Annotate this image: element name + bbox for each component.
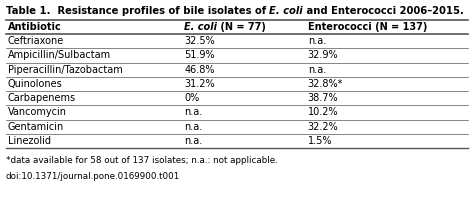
Text: (N = 77): (N = 77) [218, 22, 266, 32]
Text: Linezolid: Linezolid [8, 136, 51, 146]
Text: 1.5%: 1.5% [308, 136, 332, 146]
Text: Ampicillin/Sulbactam: Ampicillin/Sulbactam [8, 50, 111, 60]
Text: 38.7%: 38.7% [308, 93, 338, 103]
Text: 51.9%: 51.9% [184, 50, 215, 60]
Text: 32.2%: 32.2% [308, 122, 338, 132]
Text: 31.2%: 31.2% [184, 79, 215, 89]
Text: E. coli: E. coli [184, 22, 218, 32]
Text: doi:10.1371/journal.pone.0169900.t001: doi:10.1371/journal.pone.0169900.t001 [6, 172, 180, 181]
Text: n.a.: n.a. [308, 65, 326, 75]
Text: 0%: 0% [184, 93, 200, 103]
Text: Antibiotic: Antibiotic [8, 22, 62, 32]
Text: n.a.: n.a. [184, 107, 203, 117]
Text: Ceftriaxone: Ceftriaxone [8, 36, 64, 46]
Text: and Enterococci 2006–2015.: and Enterococci 2006–2015. [303, 6, 464, 16]
Text: n.a.: n.a. [308, 36, 326, 46]
Text: Carbapenems: Carbapenems [8, 93, 76, 103]
Text: Enterococci (N = 137): Enterococci (N = 137) [308, 22, 427, 32]
Text: 32.9%: 32.9% [308, 50, 338, 60]
Text: Vancomycin: Vancomycin [8, 107, 67, 117]
Text: Table 1.  Resistance profiles of bile isolates of: Table 1. Resistance profiles of bile iso… [6, 6, 269, 16]
Text: Quinolones: Quinolones [8, 79, 63, 89]
Text: n.a.: n.a. [184, 136, 203, 146]
Text: *data available for 58 out of 137 isolates; n.a.: not applicable.: *data available for 58 out of 137 isolat… [6, 156, 277, 165]
Text: Gentamicin: Gentamicin [8, 122, 64, 132]
Text: 32.8%*: 32.8%* [308, 79, 343, 89]
Text: n.a.: n.a. [184, 122, 203, 132]
Text: 46.8%: 46.8% [184, 65, 215, 75]
Text: 10.2%: 10.2% [308, 107, 338, 117]
Text: Piperacillin/Tazobactam: Piperacillin/Tazobactam [8, 65, 122, 75]
Text: 32.5%: 32.5% [184, 36, 215, 46]
Text: E. coli: E. coli [269, 6, 303, 16]
